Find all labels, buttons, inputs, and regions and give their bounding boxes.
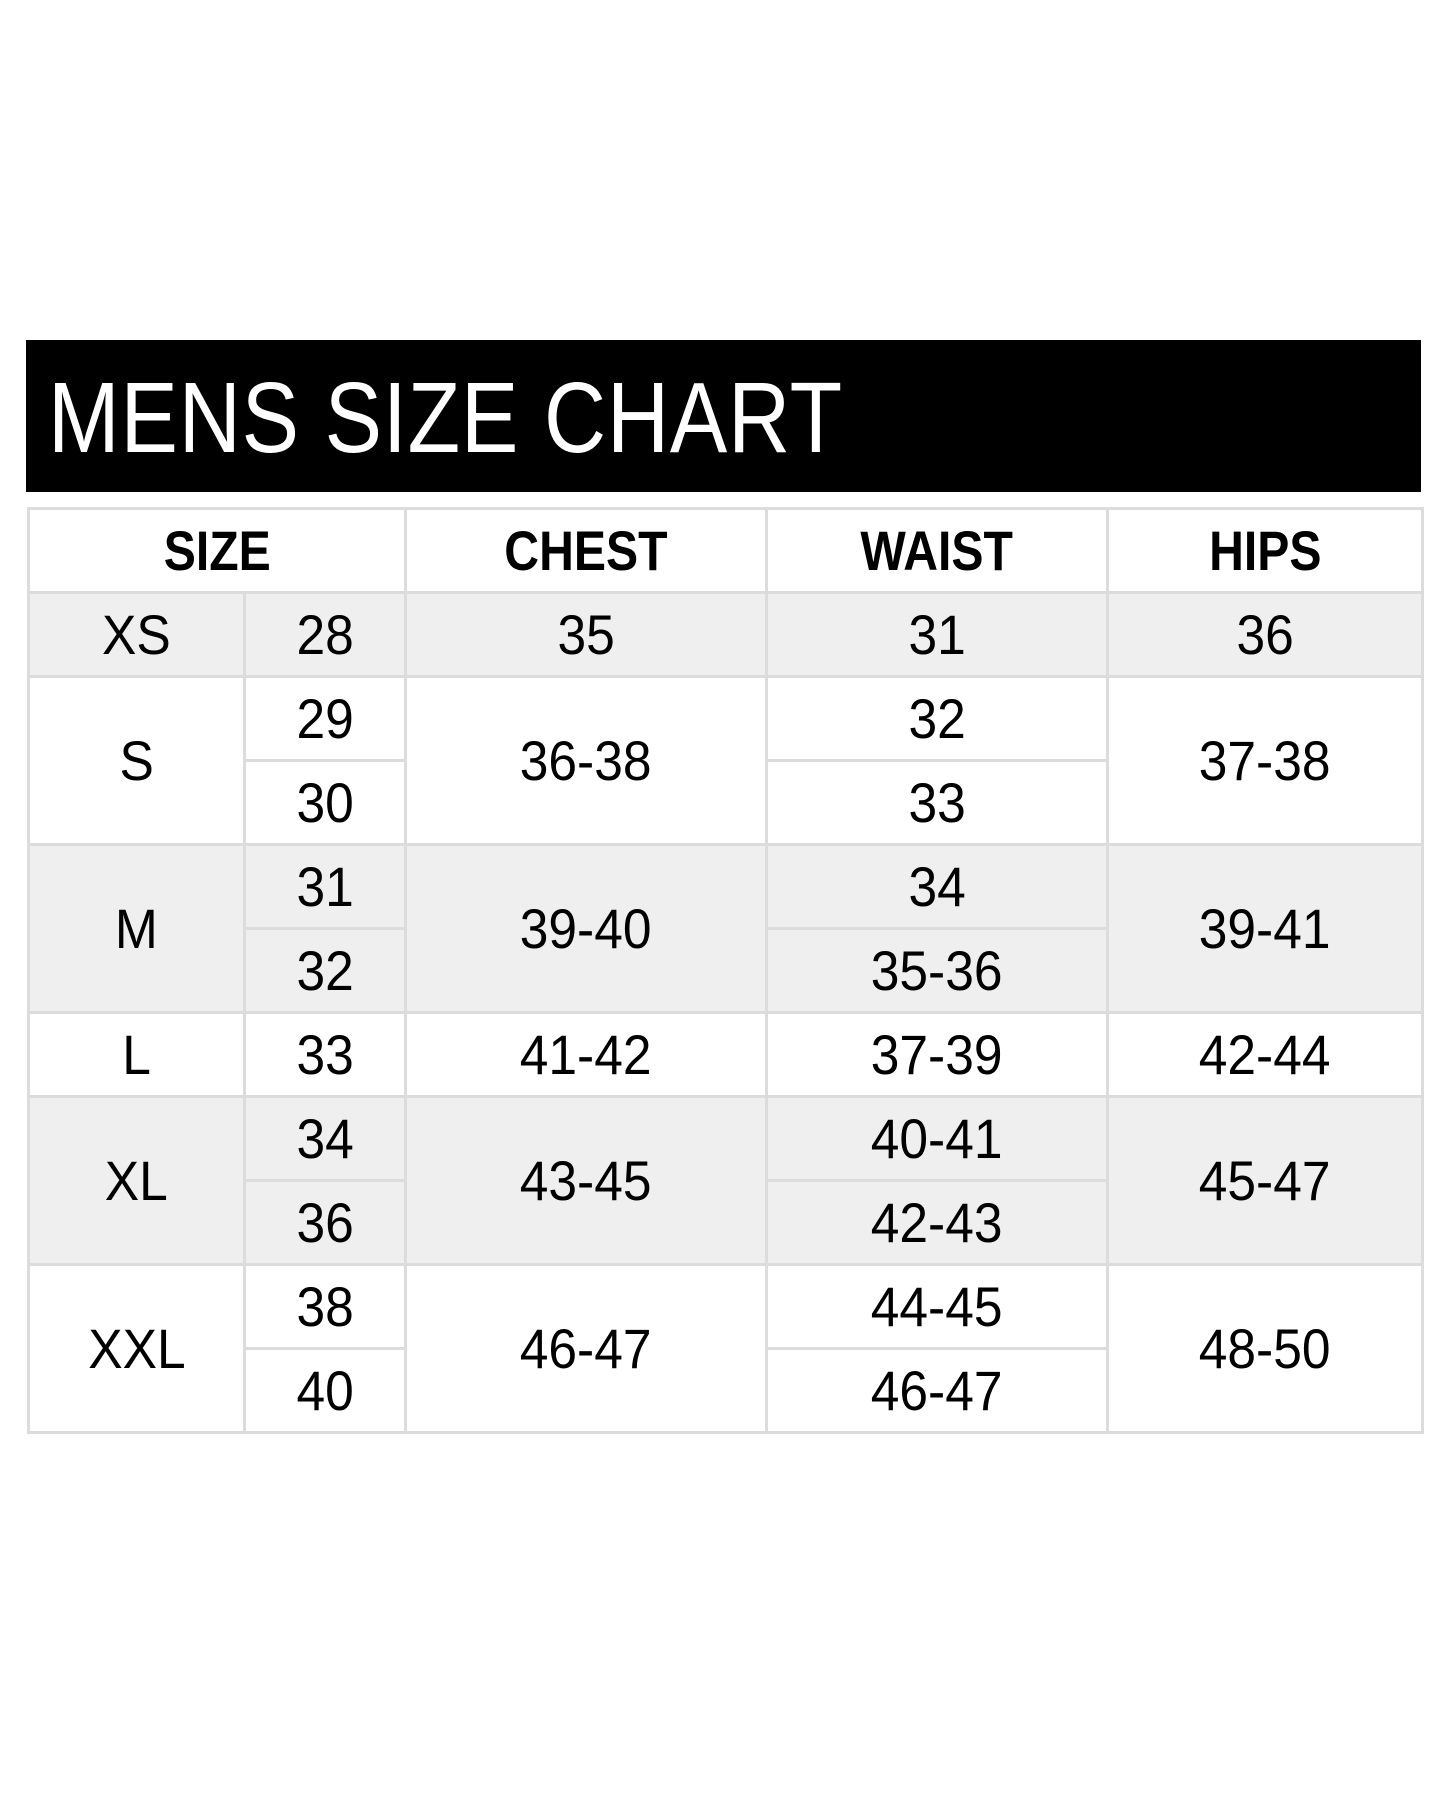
waist-value: 32 xyxy=(765,675,1109,762)
waist-value: 34 xyxy=(765,843,1109,930)
hips-value: 42-44 xyxy=(1106,1011,1424,1098)
size-label: XXL xyxy=(27,1263,246,1434)
size-number: 40 xyxy=(243,1347,407,1434)
hips-value: 48-50 xyxy=(1106,1263,1424,1434)
table-row: 30 33 xyxy=(29,759,1423,846)
size-label: S xyxy=(27,675,246,846)
size-label: XL xyxy=(27,1095,246,1266)
table-row: 36 42-43 xyxy=(29,1179,1423,1266)
size-number: 36 xyxy=(243,1179,407,1266)
hips-value: 45-47 xyxy=(1106,1095,1424,1266)
page-title: MENS SIZE CHART xyxy=(48,362,843,474)
table-row: L 33 41-42 37-39 42-44 xyxy=(27,1011,1424,1098)
size-number: 34 xyxy=(243,1095,407,1182)
size-chart-table: SIZE CHEST WAIST HIPS XS 28 35 31 36 S 29 36-38… xyxy=(27,507,1424,1434)
table-row: 32 35-36 xyxy=(29,927,1423,1014)
chest-value: 43-45 xyxy=(404,1095,768,1266)
waist-value: 46-47 xyxy=(765,1347,1109,1434)
size-label: M xyxy=(27,843,246,1014)
table-row: M 31 39-40 34 39-41 xyxy=(27,843,1424,1014)
waist-value: 31 xyxy=(765,591,1109,678)
size-number: 28 xyxy=(243,591,407,678)
column-header-size: SIZE xyxy=(27,507,407,594)
chest-value: 46-47 xyxy=(404,1263,768,1434)
chest-value: 39-40 xyxy=(404,843,768,1014)
size-label: XS xyxy=(27,591,246,678)
waist-value: 37-39 xyxy=(765,1011,1109,1098)
waist-value: 35-36 xyxy=(765,927,1109,1014)
waist-value: 33 xyxy=(765,759,1109,846)
size-label: L xyxy=(27,1011,246,1098)
size-number: 31 xyxy=(243,843,407,930)
table-body: XS 28 35 31 36 S 29 36-38 32 37-38 30 33 M 31 39-40 34 3… xyxy=(27,591,1424,1434)
hips-value: 36 xyxy=(1106,591,1424,678)
title-bar: MENS SIZE CHART xyxy=(26,340,1421,492)
table-row: XXL 38 46-47 44-45 48-50 xyxy=(27,1263,1424,1434)
chest-value: 41-42 xyxy=(404,1011,768,1098)
table-row: 40 46-47 xyxy=(29,1347,1423,1434)
waist-value: 40-41 xyxy=(765,1095,1109,1182)
size-number: 29 xyxy=(243,675,407,762)
waist-value: 44-45 xyxy=(765,1263,1109,1350)
size-number: 38 xyxy=(243,1263,407,1350)
header-row: SIZE CHEST WAIST HIPS xyxy=(27,507,1424,594)
size-number: 33 xyxy=(243,1011,407,1098)
hips-value: 37-38 xyxy=(1106,675,1424,846)
table-row: S 29 36-38 32 37-38 xyxy=(27,675,1424,846)
table-row: XL 34 43-45 40-41 45-47 xyxy=(27,1095,1424,1266)
size-number: 32 xyxy=(243,927,407,1014)
column-header-hips: HIPS xyxy=(1106,507,1424,594)
size-number: 30 xyxy=(243,759,407,846)
chest-value: 35 xyxy=(404,591,768,678)
hips-value: 39-41 xyxy=(1106,843,1424,1014)
column-header-waist: WAIST xyxy=(765,507,1109,594)
column-header-chest: CHEST xyxy=(404,507,768,594)
waist-value: 42-43 xyxy=(765,1179,1109,1266)
table-row: XS 28 35 31 36 xyxy=(27,591,1424,678)
chest-value: 36-38 xyxy=(404,675,768,846)
